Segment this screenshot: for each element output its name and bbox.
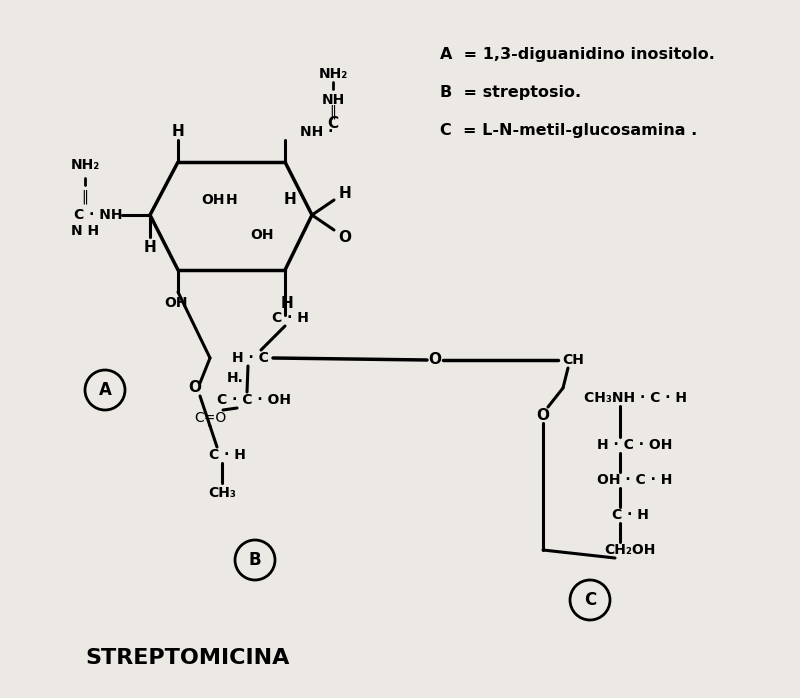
Text: NH: NH [322,93,345,107]
Text: O: O [429,352,442,368]
Text: O: O [189,380,202,396]
Text: OH: OH [164,296,188,310]
Text: N H: N H [71,224,99,238]
Text: CH₂OH: CH₂OH [604,543,656,557]
Text: STREPTOMICINA: STREPTOMICINA [85,648,290,668]
Text: CH₃NH · C · H: CH₃NH · C · H [583,391,686,405]
Text: NH₂: NH₂ [318,67,348,81]
Text: O: O [537,408,550,422]
Text: C · H: C · H [209,448,246,462]
Text: OH · C · H: OH · C · H [598,473,673,487]
Text: CH: CH [562,353,584,367]
Text: H.: H. [226,371,243,385]
Text: O: O [338,230,351,244]
Text: C: C [327,117,338,131]
Text: C · NH: C · NH [74,208,122,222]
Text: OH: OH [202,193,225,207]
Text: H: H [284,193,296,207]
Text: ‖: ‖ [82,190,89,205]
Text: A  = 1,3-diguanidino inositolo.: A = 1,3-diguanidino inositolo. [440,47,715,63]
Text: H: H [281,295,294,311]
Text: ‖: ‖ [330,105,337,119]
Text: C  = L-N-metil-glucosamina .: C = L-N-metil-glucosamina . [440,124,698,138]
Text: C: C [584,591,596,609]
Text: H: H [226,193,238,207]
Text: NH ·: NH · [300,125,334,139]
Text: H: H [338,186,351,200]
Text: B: B [249,551,262,569]
Text: OH: OH [250,228,274,242]
Text: C=O: C=O [194,411,226,425]
Text: H · C · OH: H · C · OH [598,438,673,452]
Text: CH₃: CH₃ [208,486,236,500]
Text: C · H: C · H [271,311,309,325]
Text: H: H [172,124,184,140]
Text: NH₂: NH₂ [70,158,100,172]
Text: A: A [98,381,111,399]
Text: C · H: C · H [611,508,649,522]
Text: H: H [144,239,156,255]
Text: C · C · OH: C · C · OH [217,393,291,407]
Text: H · C: H · C [231,351,269,365]
Text: B  = streptosio.: B = streptosio. [440,85,581,101]
